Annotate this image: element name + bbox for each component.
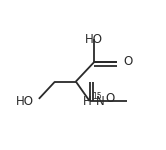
Text: H: H [83,95,91,108]
Text: HO: HO [85,33,103,46]
Text: O: O [123,55,132,68]
Text: HO: HO [16,95,34,108]
Text: 15: 15 [92,92,101,101]
Text: N: N [96,95,105,108]
Text: O: O [106,92,115,105]
